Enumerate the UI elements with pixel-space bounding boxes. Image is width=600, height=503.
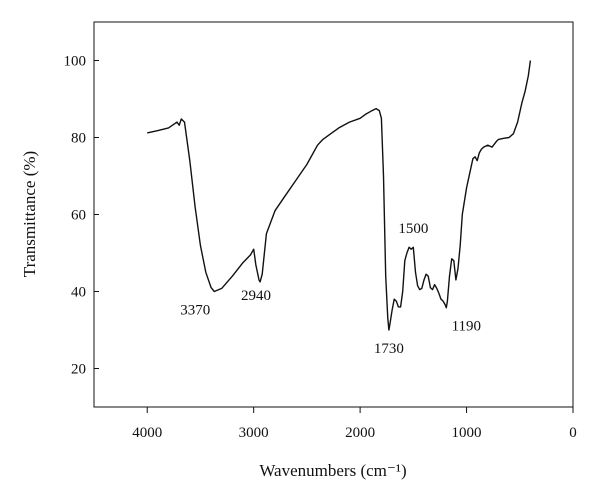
y-tick-label: 60 <box>71 208 86 224</box>
peak-label: 2940 <box>241 288 271 304</box>
peak-label: 1730 <box>374 341 404 357</box>
y-tick-label: 100 <box>64 54 87 70</box>
x-tick-label: 0 <box>569 425 577 441</box>
peak-label: 1500 <box>398 221 428 237</box>
x-axis: 4000 3000 2000 1000 0 <box>132 407 577 441</box>
peak-annotations: 3370 2940 1730 1500 1190 <box>180 221 481 357</box>
x-tick-label: 2000 <box>345 425 375 441</box>
y-tick-label: 40 <box>71 285 86 301</box>
peak-label: 3370 <box>180 303 210 319</box>
x-tick-label: 4000 <box>132 425 162 441</box>
y-tick-label: 80 <box>71 131 86 147</box>
y-axis: 20 40 60 80 100 <box>64 54 99 378</box>
spectrum-line <box>147 60 532 331</box>
x-tick-label: 1000 <box>452 425 482 441</box>
x-axis-title: Wavenumbers (cm⁻¹) <box>259 461 406 480</box>
peak-label: 1190 <box>452 319 481 335</box>
y-tick-label: 20 <box>71 362 86 378</box>
plot-frame <box>93 21 574 408</box>
x-tick-label: 3000 <box>239 425 269 441</box>
y-axis-title: Transmittance (%) <box>20 151 39 277</box>
